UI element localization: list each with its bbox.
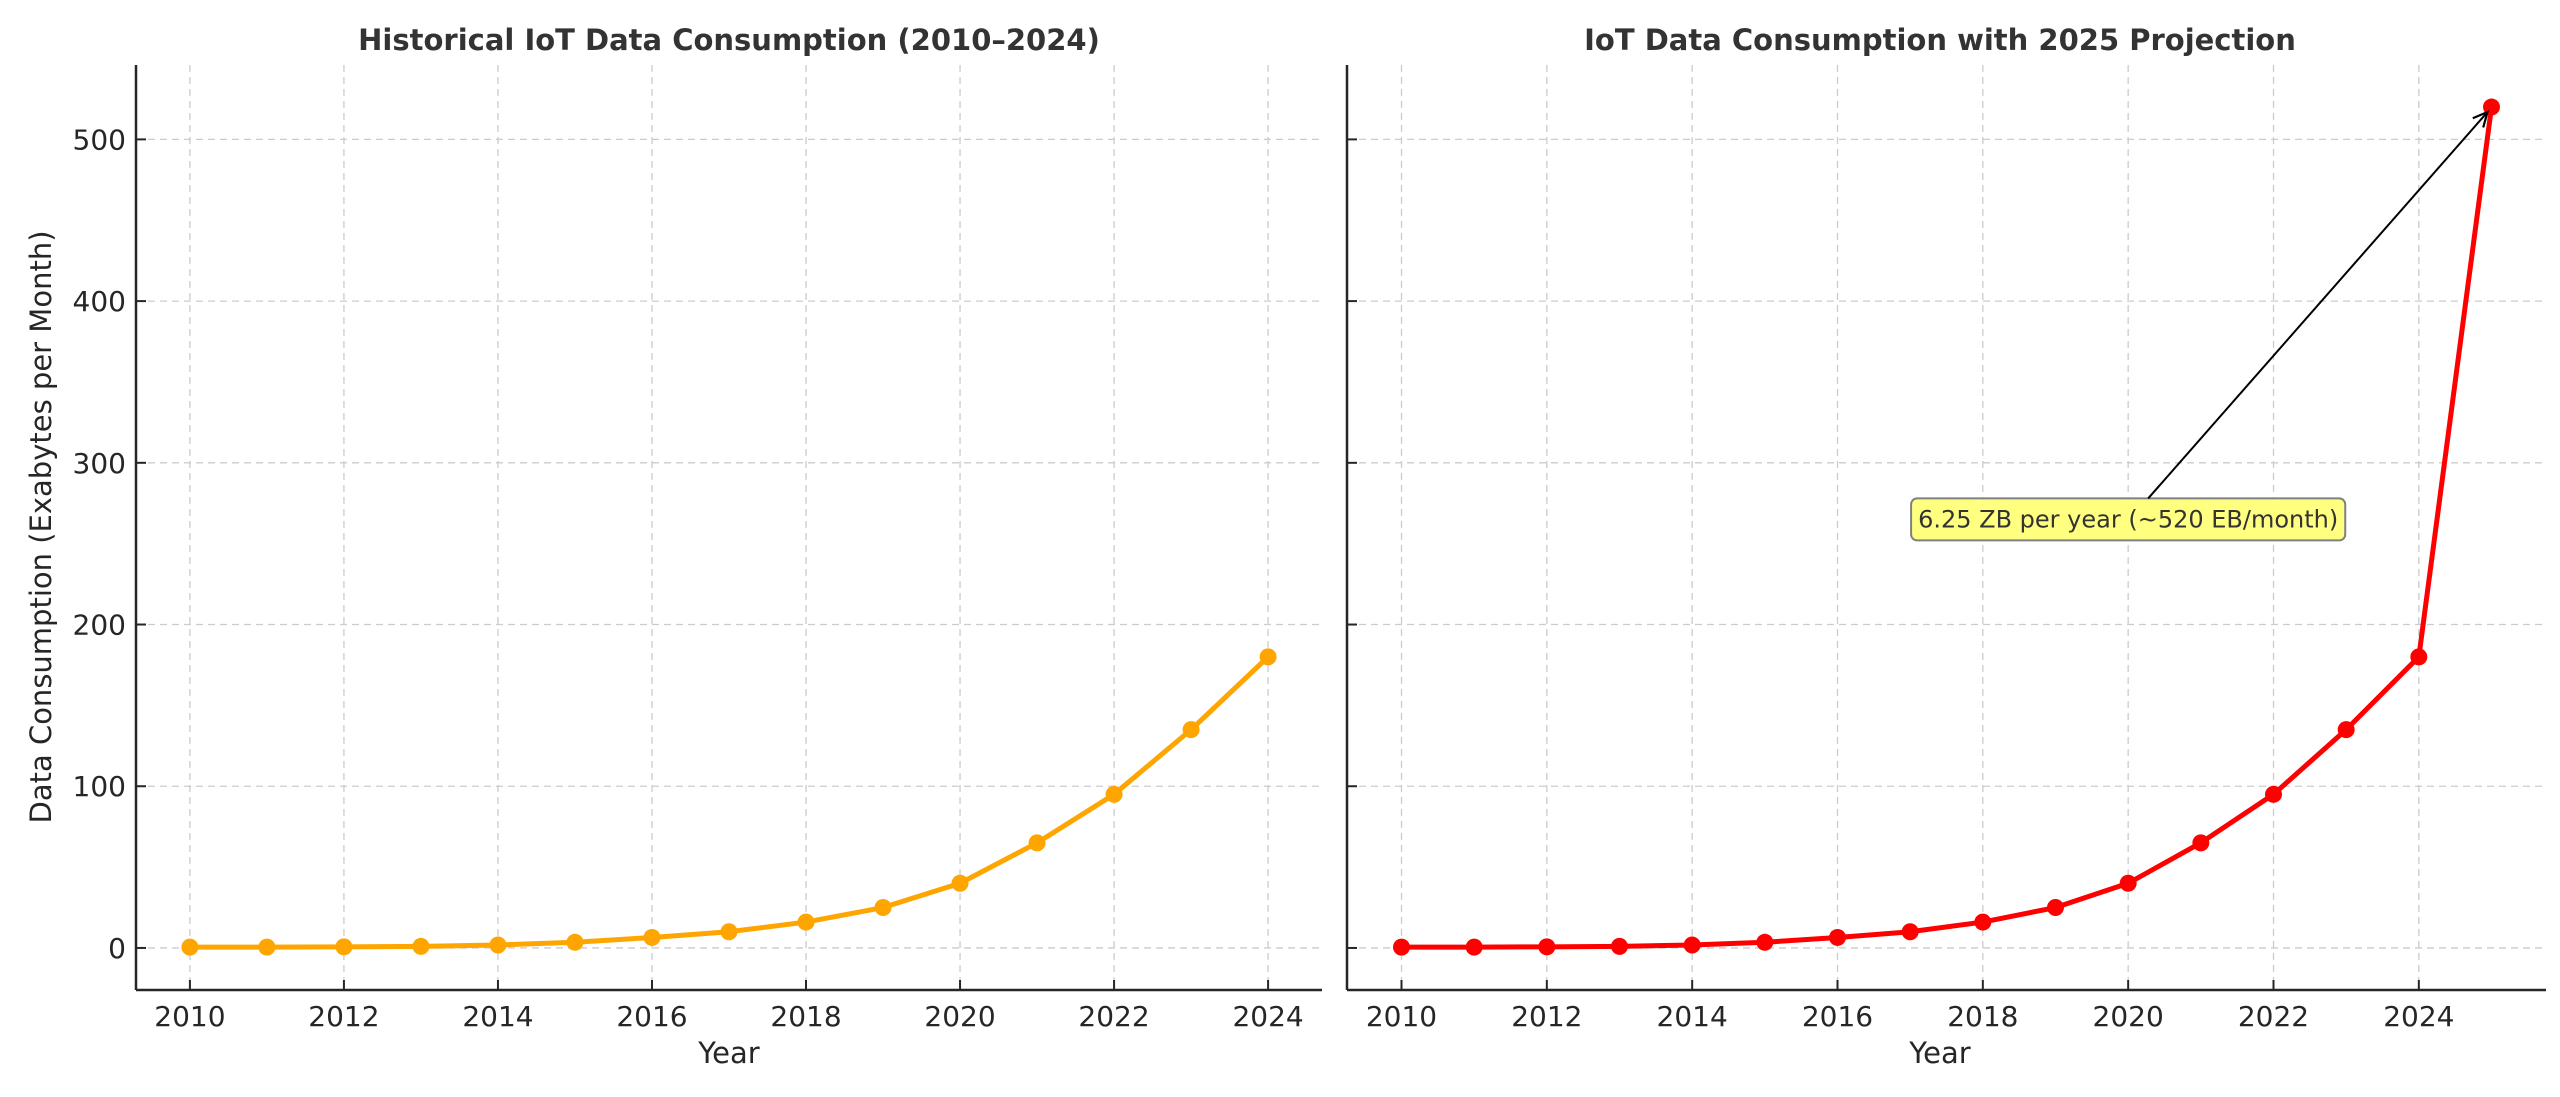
data-point	[2337, 721, 2355, 739]
data-point	[1105, 785, 1123, 803]
data-point	[643, 928, 661, 946]
series-line	[187, 654, 1271, 950]
series-line	[1399, 104, 2494, 950]
data-point	[2119, 874, 2137, 892]
x-tick-label: 2022	[2238, 1000, 2309, 1033]
x-tick-label: 2024	[2383, 1000, 2454, 1033]
data-point	[1756, 933, 1774, 951]
y-axis-label: Data Consumption (Exabytes per Month)	[24, 230, 58, 823]
data-point	[1974, 913, 1992, 931]
ticks: 2010 2012 2014 2016 2018 2020 2022 2024	[1347, 138, 2454, 1033]
projection-chart-panel: IoT Data Consumption with 2025 Projectio…	[1345, 23, 2546, 1070]
data-point	[1182, 721, 1200, 739]
data-point	[335, 938, 353, 956]
x-tick-label: 2012	[1511, 1000, 1582, 1033]
x-tick-label: 2020	[2093, 1000, 2164, 1033]
annotation-box	[1910, 497, 2347, 542]
data-point	[2265, 785, 2282, 803]
x-tick-label: 2018	[770, 1000, 841, 1033]
axes-spines	[134, 65, 1322, 992]
x-tick-label: 2016	[1802, 1000, 1873, 1033]
x-axis-label: Year	[1908, 1036, 1970, 1070]
y-tick-label: 400	[73, 285, 126, 318]
chart-title: Historical IoT Data Consumption (2010–20…	[358, 23, 1100, 57]
x-tick-label: 2016	[616, 1000, 687, 1033]
y-tick-label: 300	[73, 447, 126, 480]
annotation-arrow	[2147, 111, 2489, 500]
annotation-text: 6.25 ZB per year (~520 EB/month)	[1918, 505, 2338, 533]
series	[181, 648, 1277, 956]
data-point	[1465, 938, 1483, 956]
data-point	[1259, 648, 1277, 666]
data-point	[181, 938, 199, 956]
data-point	[951, 874, 969, 892]
data-point	[489, 936, 507, 954]
y-tick-label: 0	[108, 932, 126, 965]
ticks: 2010 2012 2014 2016 2018 2020 2022 2024 0 100 200 3…	[73, 123, 1304, 1033]
data-point	[258, 938, 276, 956]
y-tick-label: 500	[73, 123, 126, 156]
x-tick-label: 2014	[462, 1000, 533, 1033]
series	[1393, 98, 2500, 956]
data-point	[1028, 834, 1046, 852]
x-axis-label: Year	[697, 1036, 759, 1070]
data-point	[797, 913, 815, 931]
x-tick-label: 2022	[1078, 1000, 1149, 1033]
x-tick-label: 2012	[308, 1000, 379, 1033]
chart-title: IoT Data Consumption with 2025 Projectio…	[1584, 23, 2296, 57]
data-point	[1611, 937, 1628, 955]
x-tick-label: 2014	[1657, 1000, 1728, 1033]
y-tick-label: 200	[73, 609, 126, 642]
data-point	[1683, 936, 1701, 954]
data-point	[1538, 938, 1556, 956]
data-point	[874, 899, 892, 917]
historical-chart-panel: Historical IoT Data Consumption (2010–20…	[24, 23, 1322, 1070]
x-tick-label: 2010	[1366, 1000, 1437, 1033]
x-tick-label: 2010	[154, 1000, 225, 1033]
data-point	[412, 937, 430, 955]
x-tick-label: 2018	[1947, 1000, 2018, 1033]
data-point	[566, 933, 584, 951]
data-point	[720, 923, 738, 941]
annotations: 6.25 ZB per year (~520 EB/month)	[1910, 110, 2490, 542]
x-tick-label: 2024	[1232, 1000, 1303, 1033]
data-point	[2047, 899, 2064, 917]
data-point	[1393, 938, 1410, 956]
data-point	[1901, 923, 1919, 941]
x-tick-label: 2020	[924, 1000, 995, 1033]
grid	[136, 65, 1322, 990]
data-point	[2192, 834, 2210, 852]
y-tick-label: 100	[73, 770, 126, 803]
data-point	[1829, 928, 1846, 946]
annotation-arrowhead	[2472, 110, 2490, 128]
data-point	[2410, 648, 2428, 666]
